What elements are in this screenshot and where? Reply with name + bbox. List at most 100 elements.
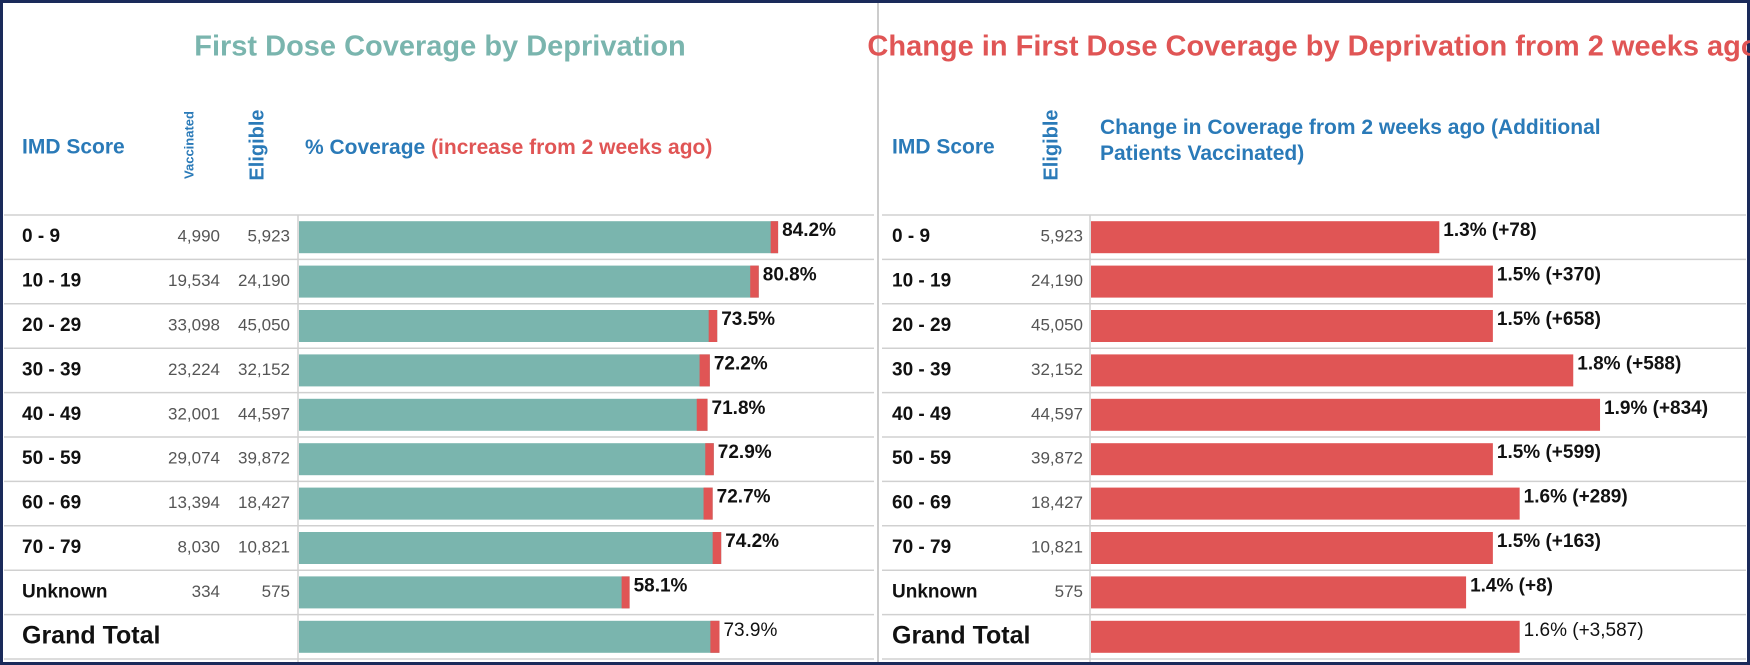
row-label: 70 - 79 bbox=[22, 537, 81, 558]
row-label: 10 - 19 bbox=[892, 271, 951, 292]
vaccinated: 13,394 bbox=[168, 493, 220, 512]
eligible: 575 bbox=[262, 582, 290, 601]
coverage-bar bbox=[299, 310, 718, 342]
change-bar bbox=[1091, 398, 1601, 431]
imd-header: IMD Score bbox=[892, 136, 995, 159]
row-label: 40 - 49 bbox=[892, 404, 951, 425]
vaccinated: 19,534 bbox=[168, 271, 220, 290]
eligible: 18,427 bbox=[1031, 493, 1083, 512]
vaccinated: 32,001 bbox=[168, 404, 220, 423]
row-label: 40 - 49 bbox=[22, 404, 81, 425]
value-label: 1.5% (+599) bbox=[1497, 442, 1601, 463]
row-label: 50 - 59 bbox=[892, 448, 951, 469]
change-bar bbox=[1091, 620, 1520, 653]
vaccinated: 23,224 bbox=[168, 360, 220, 379]
coverage-bar bbox=[299, 265, 759, 298]
eligible: 10,821 bbox=[238, 537, 290, 556]
value-label: 72.9% bbox=[718, 442, 772, 463]
eligible: 5,923 bbox=[247, 227, 290, 246]
increase-bar bbox=[621, 576, 630, 609]
row-label: 70 - 79 bbox=[892, 537, 951, 558]
row-label: 60 - 69 bbox=[892, 493, 951, 514]
eligible: 575 bbox=[1055, 582, 1083, 601]
increase-bar bbox=[708, 310, 718, 342]
change-bar bbox=[1091, 487, 1520, 520]
value-label: 1.5% (+370) bbox=[1497, 265, 1601, 286]
value-label: 1.8% (+588) bbox=[1577, 353, 1681, 374]
value-label: 1.6% (+289) bbox=[1524, 487, 1628, 508]
eligible-header: Eligible bbox=[1040, 109, 1062, 180]
value-label: 80.8% bbox=[763, 265, 817, 286]
value-label: 1.5% (+163) bbox=[1497, 531, 1601, 552]
value-label: 74.2% bbox=[725, 531, 779, 552]
change-header: Change in Coverage from 2 weeks ago (Add… bbox=[1100, 116, 1601, 165]
vaccinated: 8,030 bbox=[177, 537, 220, 556]
vaccinated: 334 bbox=[192, 582, 220, 601]
increase-bar bbox=[750, 265, 759, 298]
value-label: 72.7% bbox=[717, 487, 771, 508]
coverage-bar bbox=[299, 532, 722, 564]
row-label: 0 - 9 bbox=[892, 226, 930, 247]
coverage-bar bbox=[299, 221, 779, 254]
coverage-bar bbox=[299, 620, 720, 653]
vaccinated-header: Vaccinated bbox=[181, 111, 196, 179]
eligible: 45,050 bbox=[238, 315, 290, 334]
row-label: 60 - 69 bbox=[22, 493, 81, 514]
row-label: 30 - 39 bbox=[892, 359, 951, 380]
vaccinated: 4,990 bbox=[177, 227, 220, 246]
eligible: 32,152 bbox=[238, 360, 290, 379]
value-label: 58.1% bbox=[634, 575, 688, 596]
increase-bar bbox=[712, 532, 722, 564]
vaccinated: 29,074 bbox=[168, 449, 220, 468]
left-title: First Dose Coverage by Deprivation bbox=[194, 31, 686, 63]
imd-header: IMD Score bbox=[22, 136, 125, 159]
value-label: 84.2% bbox=[782, 220, 836, 241]
change-bar bbox=[1091, 576, 1467, 609]
row-label: 30 - 39 bbox=[22, 359, 81, 380]
eligible: 18,427 bbox=[238, 493, 290, 512]
row-label: Unknown bbox=[892, 581, 978, 602]
increase-bar bbox=[699, 354, 710, 387]
eligible: 5,923 bbox=[1040, 227, 1083, 246]
value-label: 73.9% bbox=[723, 620, 777, 641]
increase-bar bbox=[710, 620, 720, 653]
change-bar bbox=[1091, 265, 1493, 298]
change-bar bbox=[1091, 532, 1493, 564]
row-label: 0 - 9 bbox=[22, 226, 60, 247]
increase-bar bbox=[705, 443, 714, 476]
change-bar bbox=[1091, 354, 1574, 387]
change-bar bbox=[1091, 443, 1493, 476]
coverage-bar bbox=[299, 443, 714, 476]
change-bar bbox=[1091, 310, 1493, 342]
coverage-bar bbox=[299, 487, 713, 520]
value-label: 73.5% bbox=[721, 309, 775, 330]
coverage-header-main: % Coverage bbox=[305, 136, 425, 159]
vaccinated: 33,098 bbox=[168, 315, 220, 334]
eligible-header: Eligible bbox=[246, 109, 268, 180]
eligible: 10,821 bbox=[1031, 537, 1083, 556]
row-label: 20 - 29 bbox=[22, 315, 81, 336]
total-label: Grand Total bbox=[22, 621, 160, 649]
row-label: 50 - 59 bbox=[22, 448, 81, 469]
change-header-box: Change in Coverage from 2 weeks ago (Add… bbox=[1100, 116, 1601, 165]
value-label: 1.3% (+78) bbox=[1443, 220, 1536, 241]
value-label: 72.2% bbox=[714, 353, 768, 374]
increase-bar bbox=[770, 221, 779, 254]
eligible: 24,190 bbox=[238, 271, 290, 290]
increase-bar bbox=[703, 487, 713, 520]
eligible: 44,597 bbox=[1031, 404, 1083, 423]
eligible: 45,050 bbox=[1031, 315, 1083, 334]
change-bar bbox=[1091, 221, 1440, 254]
eligible: 24,190 bbox=[1031, 271, 1083, 290]
total-label: Grand Total bbox=[892, 621, 1030, 649]
eligible: 39,872 bbox=[238, 449, 290, 468]
increase-bar bbox=[696, 398, 708, 431]
row-label: 10 - 19 bbox=[22, 271, 81, 292]
coverage-header-increase: (increase from 2 weeks ago) bbox=[431, 136, 712, 159]
eligible: 44,597 bbox=[238, 404, 290, 423]
coverage-bar bbox=[299, 576, 630, 609]
value-label: 71.8% bbox=[712, 398, 766, 419]
right-title: Change in First Dose Coverage by Depriva… bbox=[867, 31, 1750, 63]
row-label: 20 - 29 bbox=[892, 315, 951, 336]
